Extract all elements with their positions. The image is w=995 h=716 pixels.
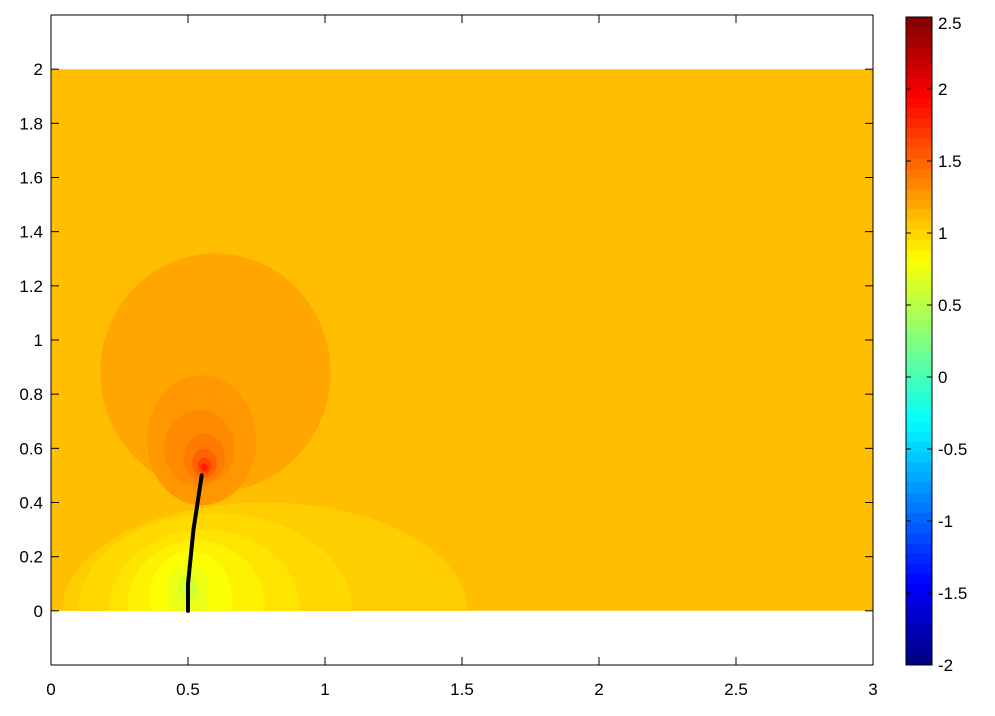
y-tick-label: 1.8 (19, 114, 43, 133)
x-tick-label: 1.5 (450, 680, 474, 699)
x-axis: 0 0.5 1 1.5 2 2.5 3 (46, 15, 878, 699)
y-tick-label: 0.8 (19, 385, 43, 404)
colorbar-tick-label: -2 (938, 656, 953, 675)
colorbar: 2.5 2 1.5 1 0.5 0 -0.5 -1 -1.5 -2 (905, 14, 967, 675)
y-tick-label: 1 (34, 331, 43, 350)
y-tick-label: 1.2 (19, 277, 43, 296)
y-axis: 0 0.2 0.4 0.6 0.8 1 1.2 1.4 1.6 1.8 2 (19, 60, 873, 621)
colorbar-tick-label: -0.5 (938, 440, 967, 459)
y-tick-label: 0.6 (19, 439, 43, 458)
colorbar-frame (905, 16, 933, 666)
x-tick-label: 3 (868, 680, 877, 699)
colorbar-ticks: 2.5 2 1.5 1 0.5 0 -0.5 -1 -1.5 -2 (906, 14, 967, 675)
colorbar-tick-label: 0 (938, 368, 947, 387)
y-tick-label: 0 (34, 602, 43, 621)
y-tick-label: 1.6 (19, 169, 43, 188)
x-tick-label: 0 (46, 680, 55, 699)
crack-path (186, 473, 204, 613)
colorbar-tick-label: 1.5 (938, 152, 962, 171)
colorbar-tick-label: 1 (938, 224, 947, 243)
x-tick-label: 1 (320, 680, 329, 699)
colorbar-tick-label: -1 (938, 512, 953, 531)
y-tick-label: 1.4 (19, 223, 43, 242)
x-tick-label: 2 (594, 680, 603, 699)
colorbar-tick-label: 2.5 (938, 14, 962, 33)
y-tick-label: 2 (34, 60, 43, 79)
colorbar-gradient (906, 17, 932, 665)
colorbar-tick-label: 0.5 (938, 296, 962, 315)
y-tick-label: 0.2 (19, 548, 43, 567)
crack-group (186, 473, 204, 613)
field-group (51, 69, 873, 611)
y-tick-label: 0.4 (19, 494, 43, 513)
x-tick-label: 2.5 (724, 680, 748, 699)
colorbar-tick-label: -1.5 (938, 584, 967, 603)
x-tick-label: 0.5 (176, 680, 200, 699)
colorbar-tick-label: 2 (938, 80, 947, 99)
contour-band-lobe-upper-7 (201, 463, 208, 472)
